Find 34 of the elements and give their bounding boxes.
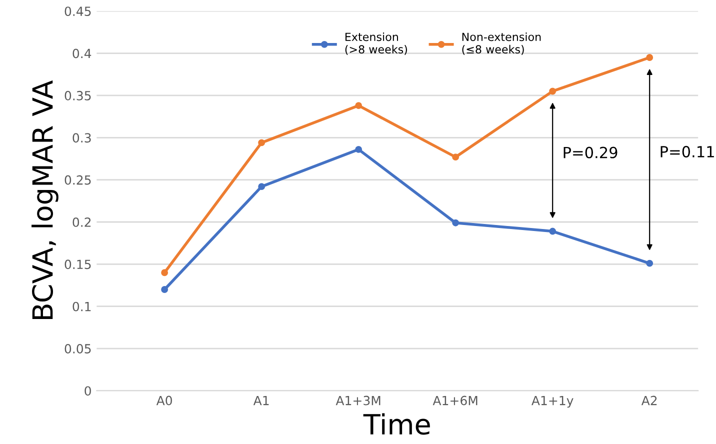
legend-label: Extension (>8 weeks) (345, 32, 408, 55)
annotation: P=0.29 (564, 146, 618, 158)
point (161, 286, 168, 293)
x-tick-label: A1 (253, 396, 269, 406)
x-tick-label: A1+1y (532, 396, 574, 408)
point (258, 139, 266, 146)
point (258, 183, 266, 190)
point (452, 219, 460, 226)
point (646, 54, 654, 61)
x-tick-label: A1+3M (336, 396, 380, 406)
y-axis-title: BCVA, logMAR VA (32, 80, 58, 319)
point (161, 269, 168, 276)
y-tick-label: 0.15 (64, 260, 91, 270)
point (355, 146, 362, 153)
legend-label: Non-extension (≤8 weeks) (462, 32, 541, 55)
y-tick-label: 0 (84, 386, 91, 396)
x-tick-label: A1+6M (432, 396, 478, 406)
y-tick-label: 0.1 (72, 302, 91, 312)
point (549, 88, 556, 95)
y-tick-label: 0.35 (64, 90, 91, 100)
y-tick-label: 0.05 (64, 344, 91, 354)
y-tick-label: 0.25 (64, 175, 91, 185)
y-tick-label: 0.2 (72, 217, 91, 227)
y-tick-label: 0.3 (72, 133, 91, 143)
y-tick-label: 0.45 (64, 6, 91, 16)
point (355, 102, 362, 110)
annotation: P=0.11 (660, 146, 714, 158)
x-tick-label: A2 (641, 396, 657, 406)
point (549, 228, 556, 235)
x-axis-title: Time (363, 413, 430, 435)
point (646, 260, 654, 267)
point (452, 154, 460, 161)
x-tick-label: A0 (156, 396, 172, 406)
y-tick-label: 0.4 (72, 48, 92, 58)
